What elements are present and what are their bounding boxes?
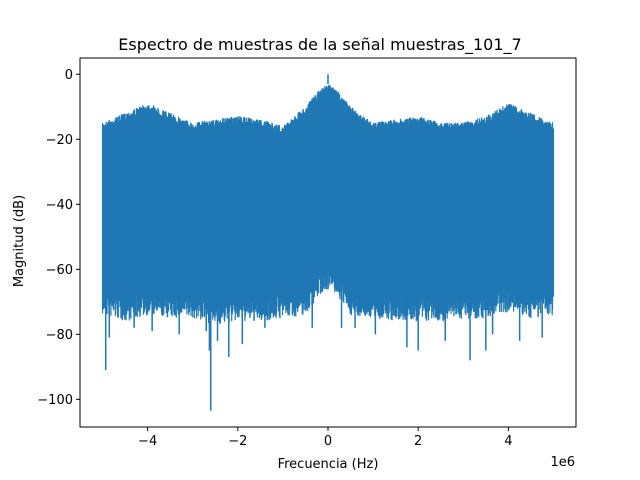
x-axis-ticks: −4 −2 0 2 4	[138, 427, 513, 449]
x-tick-label: 2	[414, 434, 422, 449]
x-tick-label: −4	[138, 434, 157, 449]
y-tick-label: −60	[46, 263, 73, 278]
x-tick-label: −2	[228, 434, 247, 449]
x-tick-label: 4	[504, 434, 512, 449]
y-tick-label: −100	[37, 393, 73, 408]
chart-title: Espectro de muestras de la señal muestra…	[118, 35, 521, 55]
x-tick-label: 0	[324, 434, 332, 449]
y-axis-label: Magnitud (dB)	[12, 195, 27, 287]
y-tick-label: −40	[46, 198, 73, 213]
x-axis-label: Frecuencia (Hz)	[278, 457, 379, 472]
y-tick-label: 0	[65, 68, 73, 83]
spectrum-line	[101, 84, 555, 324]
y-tick-label: −80	[46, 328, 73, 343]
x-axis-offset-label: 1e6	[550, 455, 575, 470]
y-tick-label: −20	[46, 133, 73, 148]
axes-frame	[79, 57, 577, 428]
plot-area	[101, 74, 555, 411]
y-axis-ticks: 0 −20 −40 −60 −80 −100	[37, 68, 80, 408]
